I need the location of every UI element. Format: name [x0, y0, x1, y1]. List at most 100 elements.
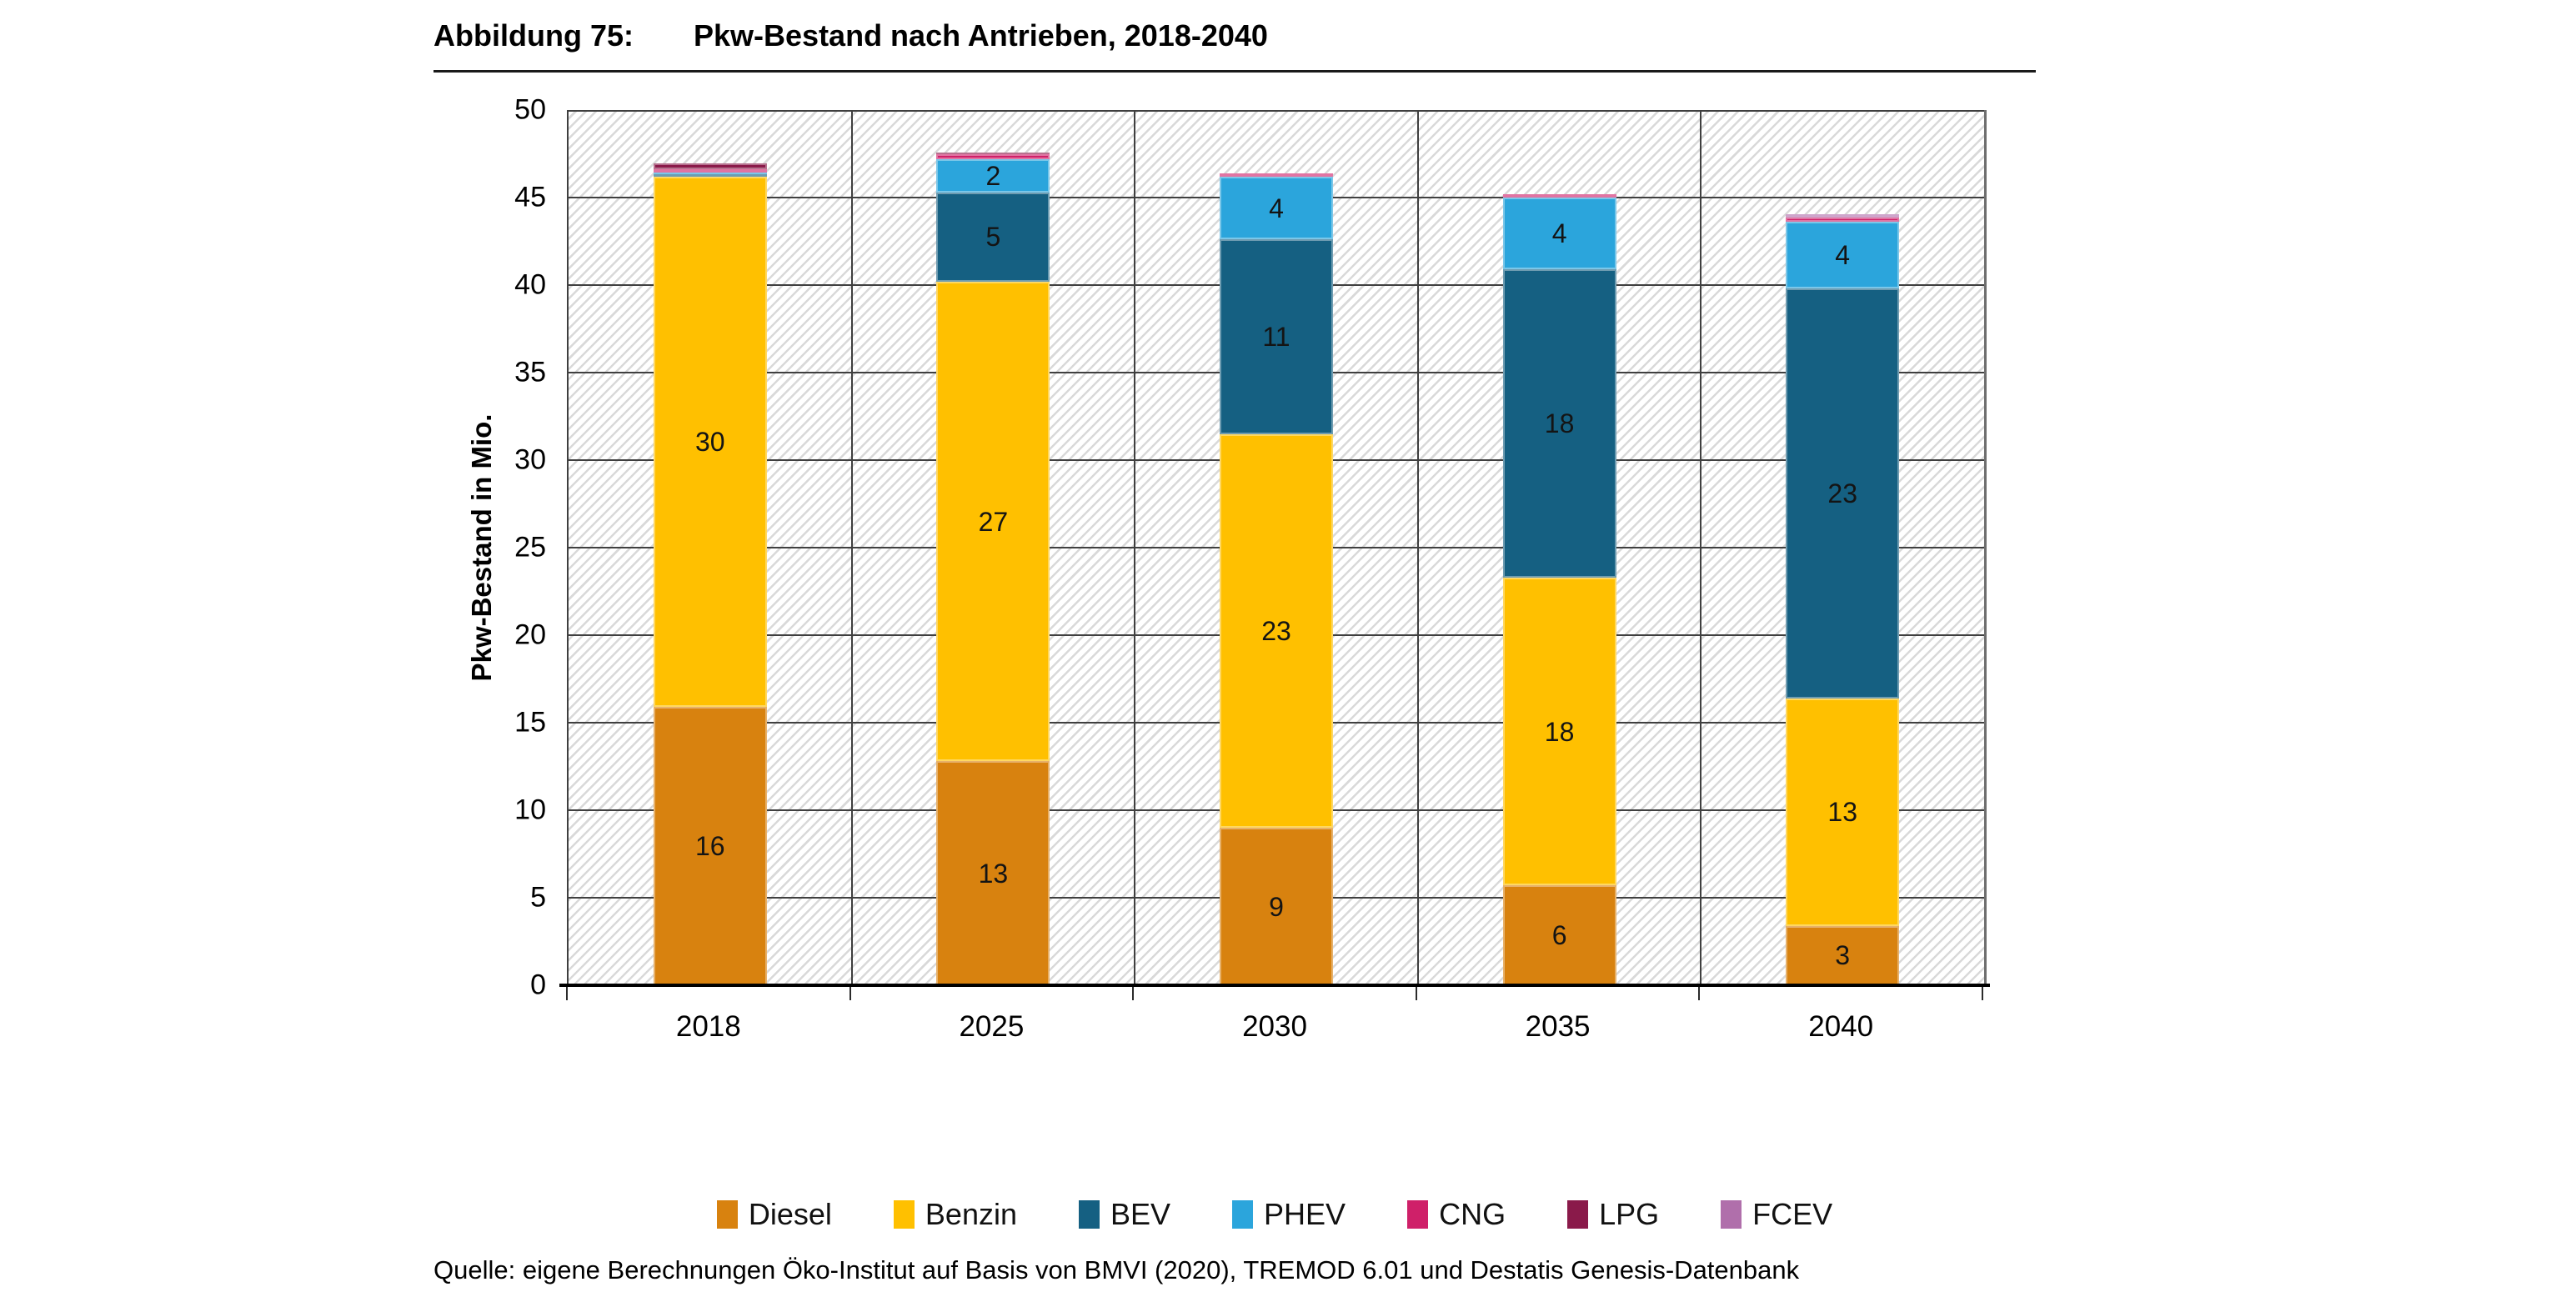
- bar-segment-cng-2040: [1786, 218, 1900, 223]
- x-axis-line: [559, 984, 1990, 987]
- y-tick-label-25: 25: [514, 531, 546, 563]
- bar-segment-fcev-2040: [1786, 213, 1900, 218]
- bar-segment-bev-2035: 18: [1502, 269, 1616, 578]
- y-tick-label-35: 35: [514, 356, 546, 388]
- legend-label-bev: BEV: [1110, 1197, 1171, 1231]
- chart-legend: Diesel Benzin BEV PHEV CNG LPG FCEV: [567, 1197, 1982, 1232]
- figure-number-label: Abbildung 75:: [434, 18, 634, 53]
- segment-value-label: 18: [1544, 408, 1575, 438]
- bar-column-2030: 9 23 11 4: [1135, 110, 1418, 985]
- bar-segment-bev-2025: 5: [936, 192, 1050, 282]
- legend-swatch-benzin: [893, 1200, 915, 1229]
- bar-segment-cng-2030: [1219, 173, 1333, 177]
- bar-segment-benzin-2025: 27: [936, 281, 1050, 762]
- figure-title: Pkw-Bestand nach Antrieben, 2018-2040: [694, 18, 1268, 53]
- v-gridline-3: [1416, 110, 1419, 985]
- legend-item-cng: CNG: [1407, 1197, 1506, 1232]
- bar-segment-benzin-2018: 30: [653, 176, 767, 708]
- bar-column-2035: 6 18 18 4: [1418, 110, 1701, 985]
- bar-column-2025: 13 27 5 2: [852, 110, 1135, 985]
- legend-swatch-diesel: [716, 1200, 738, 1229]
- segment-value-label: 30: [695, 426, 725, 457]
- segment-value-label: 3: [1835, 940, 1851, 971]
- bar-column-2040: 3 13 23 4: [1701, 110, 1984, 985]
- bar-segment-lpg-2018: [653, 163, 767, 170]
- y-tick-label-50: 50: [514, 93, 546, 126]
- x-category-label-2025: 2025: [959, 1010, 1025, 1043]
- segment-value-label: 13: [978, 858, 1009, 889]
- bar-segment-phev-2035: 4: [1502, 198, 1616, 270]
- x-axis-tick-5: [1982, 987, 1983, 1000]
- y-tick-label-30: 30: [514, 443, 546, 476]
- legend-swatch-lpg: [1567, 1200, 1589, 1229]
- segment-value-label: 5: [985, 222, 1001, 253]
- bar-segment-bev-2018: [653, 173, 767, 177]
- bar-segment-diesel-2030: 9: [1219, 828, 1333, 985]
- stacked-bar-2035: 6 18 18 4: [1502, 110, 1616, 985]
- x-axis-tick-4: [1698, 987, 1701, 1000]
- bar-segment-cng-2035: [1502, 193, 1616, 198]
- segment-value-label: 11: [1262, 321, 1291, 352]
- title-underline: [434, 70, 2036, 73]
- bar-segment-diesel-2018: 16: [653, 707, 767, 985]
- v-gridline-2: [1134, 110, 1136, 985]
- x-axis-tick-1: [849, 987, 851, 1000]
- y-tick-label-0: 0: [530, 969, 546, 1001]
- bar-segment-phev-2025: 2: [936, 158, 1050, 193]
- x-category-label-2018: 2018: [675, 1010, 741, 1043]
- segment-value-label: 4: [1269, 193, 1284, 223]
- legend-item-lpg: LPG: [1567, 1197, 1659, 1232]
- bar-segment-diesel-2025: 13: [936, 761, 1050, 985]
- legend-item-phev: PHEV: [1232, 1197, 1346, 1232]
- legend-label-fcev: FCEV: [1752, 1197, 1833, 1231]
- bar-segment-phev-2040: 4: [1786, 222, 1900, 289]
- bars-layer: 16 30 13 27 5 2 9 23 11 4 6 18 18 4 3 13 23 4: [569, 110, 1984, 985]
- segment-value-label: 2: [985, 160, 1001, 191]
- bar-segment-phev-2018: [653, 172, 767, 174]
- legend-item-fcev: FCEV: [1721, 1197, 1832, 1232]
- bar-segment-benzin-2030: 23: [1219, 433, 1333, 828]
- source-line: Quelle: eigene Berechnungen Öko-Institut…: [434, 1255, 1800, 1284]
- segment-value-label: 27: [978, 506, 1009, 537]
- legend-label-phev: PHEV: [1264, 1197, 1346, 1231]
- y-tick-label-15: 15: [514, 706, 546, 739]
- y-tick-label-40: 40: [514, 268, 546, 301]
- bar-segment-cng-2025: [936, 153, 1050, 159]
- bar-segment-benzin-2040: 13: [1786, 698, 1900, 926]
- legend-label-benzin: Benzin: [925, 1197, 1017, 1231]
- x-axis-tick-2: [1132, 987, 1135, 1000]
- x-category-label-2040: 2040: [1808, 1010, 1874, 1043]
- x-category-label-2030: 2030: [1242, 1010, 1307, 1043]
- legend-label-lpg: LPG: [1599, 1197, 1660, 1231]
- legend-item-diesel: Diesel: [716, 1197, 832, 1232]
- y-tick-label-5: 5: [530, 881, 546, 914]
- bar-segment-cng-2018: [653, 169, 767, 173]
- plot-area: 16 30 13 27 5 2 9 23 11 4 6 18 18 4 3 13 23 4: [567, 110, 1987, 985]
- x-category-label-2035: 2035: [1525, 1010, 1591, 1043]
- y-tick-label-45: 45: [514, 181, 546, 213]
- x-axis-tick-3: [1415, 987, 1417, 1000]
- segment-value-label: 4: [1551, 218, 1567, 249]
- segment-value-label: 9: [1269, 891, 1284, 922]
- y-tick-label-10: 10: [514, 794, 546, 826]
- stacked-bar-2040: 3 13 23 4: [1786, 110, 1900, 985]
- legend-swatch-cng: [1407, 1200, 1429, 1229]
- segment-value-label: 23: [1827, 478, 1857, 508]
- segment-value-label: 6: [1551, 920, 1567, 951]
- segment-value-label: 23: [1261, 615, 1291, 646]
- legend-item-bev: BEV: [1078, 1197, 1171, 1232]
- y-tick-label-20: 20: [514, 618, 546, 651]
- v-gridline-1: [850, 110, 853, 985]
- bar-segment-bev-2030: 11: [1219, 239, 1333, 434]
- segment-value-label: 13: [1827, 797, 1857, 828]
- h-gridline-50: [569, 110, 1984, 112]
- legend-label-diesel: Diesel: [748, 1197, 832, 1231]
- legend-swatch-fcev: [1721, 1200, 1742, 1229]
- stacked-bar-2025: 13 27 5 2: [936, 110, 1050, 985]
- x-axis-category-labels: 2018 2025 2030 2035 2040: [567, 1010, 1982, 1049]
- legend-swatch-bev: [1078, 1200, 1100, 1229]
- legend-item-benzin: Benzin: [893, 1197, 1017, 1232]
- legend-swatch-phev: [1232, 1200, 1254, 1229]
- bar-segment-diesel-2040: 3: [1786, 925, 1900, 985]
